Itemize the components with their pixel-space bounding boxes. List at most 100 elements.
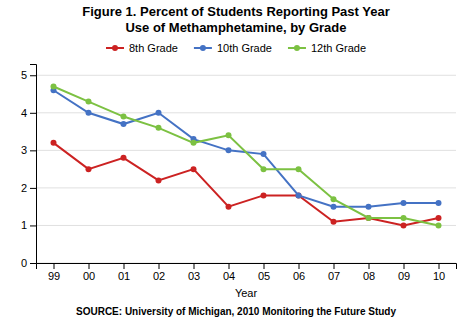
point [436, 215, 442, 221]
point [331, 219, 337, 225]
y-tick: 0 [21, 257, 36, 269]
point [156, 125, 162, 131]
point [366, 215, 372, 221]
plot-area: 012345990001020304050607080910 [21, 65, 457, 282]
y-tick-label: 5 [21, 69, 27, 81]
x-tick-mark [89, 263, 90, 269]
point [366, 204, 372, 210]
y-tick-label: 2 [21, 182, 27, 194]
legend-item: 8th Grade [106, 42, 178, 54]
line [54, 143, 439, 226]
point [226, 147, 232, 153]
y-tick-mark [30, 263, 36, 264]
x-tick-mark [439, 263, 440, 269]
x-tick: 03 [188, 263, 200, 282]
point [121, 121, 127, 127]
x-tick-label: 02 [153, 270, 165, 282]
point [296, 192, 302, 198]
x-tick-mark [404, 263, 405, 269]
chart: Figure 1. Percent of Students Reporting … [0, 0, 472, 321]
x-tick-mark [124, 263, 125, 269]
grid-line [36, 187, 456, 188]
legend-label: 8th Grade [129, 42, 178, 54]
point [261, 151, 267, 157]
annotation: SOURCE: University of Michigan, 2010 Mon… [76, 306, 396, 317]
x-tick-label: 04 [223, 270, 235, 282]
point [121, 114, 127, 120]
legend-label: 10th Grade [217, 42, 272, 54]
point [226, 132, 232, 138]
y-tick-label: 4 [21, 107, 27, 119]
point [436, 200, 442, 206]
subtitle: Use of Methamphetamine, by Grade [125, 20, 346, 35]
x-tick-mark [194, 263, 195, 269]
x-tick-label: 06 [293, 270, 305, 282]
x-tick: 06 [293, 263, 305, 282]
x-tick-mark [54, 263, 55, 269]
legend-marker [294, 45, 300, 51]
y-tick-mark [30, 225, 36, 226]
x-tick-mark [299, 263, 300, 269]
grid-line [36, 150, 456, 151]
x-tick-label: 05 [258, 270, 270, 282]
point [401, 215, 407, 221]
y-tick-mark [30, 75, 36, 76]
series [51, 87, 442, 209]
x-tick: 10 [433, 263, 445, 282]
point [331, 204, 337, 210]
point [331, 196, 337, 202]
x-tick: 99 [48, 263, 60, 282]
x-tick-label: 07 [328, 270, 340, 282]
x-tick-mark [159, 263, 160, 269]
x-tick-mark [334, 263, 335, 269]
y-tick: 1 [21, 219, 36, 231]
x-axis-title: Year [235, 287, 258, 299]
x-tick-label: 08 [363, 270, 375, 282]
x-tick: 02 [153, 263, 165, 282]
point [436, 222, 442, 228]
x-tick-mark [229, 263, 230, 269]
y-tick: 5 [21, 69, 36, 81]
y-axis-line [30, 65, 37, 264]
legend: 8th Grade 10th Grade 12th Grade [106, 42, 366, 54]
x-axis-line [37, 264, 457, 270]
y-tick: 2 [21, 182, 36, 194]
y-axis: 0 1 2 3 4 5 [21, 65, 37, 270]
x-axis: 99 00 01 02 03 04 05 06 07 08 09 10 [37, 263, 457, 282]
x-tick: 05 [258, 263, 270, 282]
line [54, 90, 439, 206]
point [156, 177, 162, 183]
x-tick-mark [369, 263, 370, 269]
x-tick: 00 [83, 263, 95, 282]
point [86, 110, 92, 116]
point [261, 166, 267, 172]
point [156, 110, 162, 116]
legend-marker [200, 45, 206, 51]
y-tick: 4 [21, 107, 36, 119]
point [191, 166, 197, 172]
x-tick-label: 99 [48, 270, 60, 282]
point [401, 222, 407, 228]
point [261, 192, 267, 198]
title: Figure 1. Percent of Students Reporting … [82, 4, 390, 19]
point [86, 166, 92, 172]
point [191, 140, 197, 146]
point [51, 140, 57, 146]
y-tick-label: 1 [21, 219, 27, 231]
grid-line [36, 75, 456, 76]
x-tick: 01 [118, 263, 130, 282]
x-tick: 08 [363, 263, 375, 282]
x-tick-label: 00 [83, 270, 95, 282]
x-tick: 09 [398, 263, 410, 282]
point [51, 84, 57, 90]
legend-item: 12th Grade [288, 42, 366, 54]
x-tick-label: 01 [118, 270, 130, 282]
series [51, 84, 442, 229]
y-tick-mark [30, 150, 36, 151]
x-tick-mark [264, 263, 265, 269]
x-tick-label: 09 [398, 270, 410, 282]
y-tick-label: 0 [21, 257, 27, 269]
line [54, 87, 439, 226]
y-tick-label: 3 [21, 144, 27, 156]
x-tick: 07 [328, 263, 340, 282]
